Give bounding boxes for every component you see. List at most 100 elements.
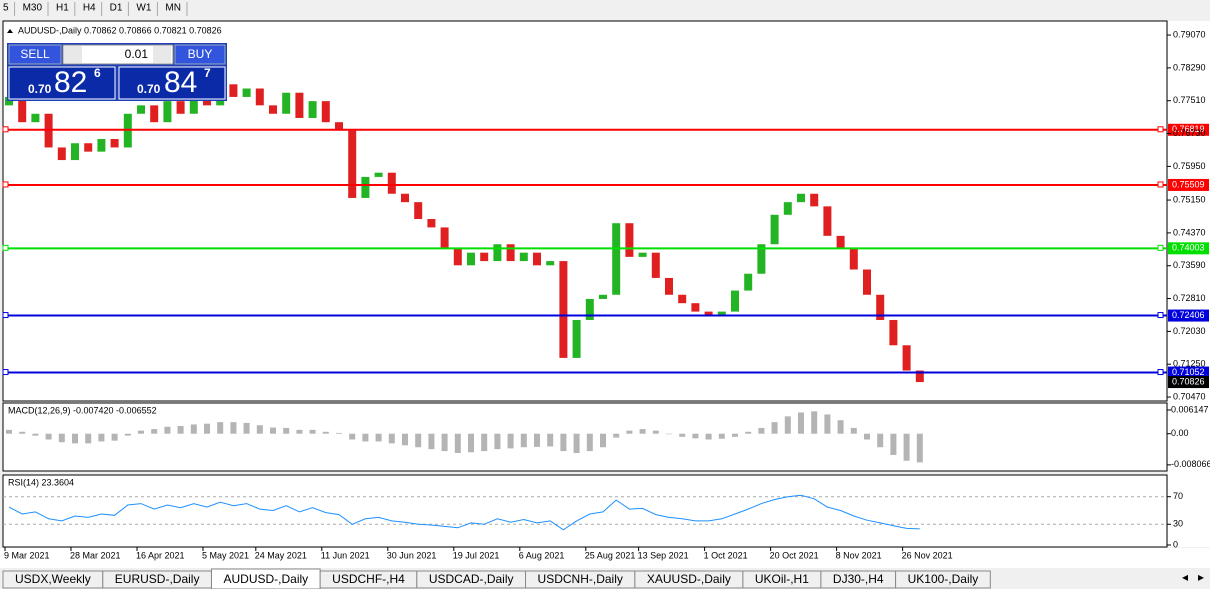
- candle: [387, 172, 396, 194]
- macd-bar: [705, 433, 712, 440]
- level-handle[interactable]: [1157, 126, 1164, 133]
- candle: [163, 101, 172, 123]
- sell-price[interactable]: [8, 66, 116, 100]
- y-tick-label: 0.72030: [1173, 326, 1206, 336]
- trade-panel: SELL 0.01 BUY 0.70 82 6 0.70 84 7: [7, 43, 227, 101]
- x-tick-label: 1 Oct 2021: [704, 550, 748, 560]
- buy-pips: 84: [164, 66, 197, 99]
- x-tick-label: 6 Aug 2021: [519, 550, 565, 560]
- lot-down[interactable]: [64, 46, 82, 63]
- macd-panel: [2, 402, 1168, 472]
- candle: [506, 244, 515, 262]
- candle: [255, 88, 264, 106]
- macd-bar: [204, 423, 210, 434]
- candle: [308, 101, 317, 118]
- tab-label: UKOil-,H1: [755, 572, 809, 586]
- current-price: 0.70826: [1172, 376, 1205, 386]
- candle: [110, 139, 119, 148]
- candle: [770, 214, 779, 245]
- tab-label: DJ30-,H4: [833, 572, 884, 586]
- buy-label: BUY: [188, 47, 213, 61]
- macd-bar: [520, 433, 527, 448]
- lot-input[interactable]: [62, 44, 174, 65]
- timeframe-button[interactable]: M30: [23, 3, 43, 14]
- level-handle[interactable]: [2, 369, 9, 376]
- y-tick-label: 0.76730: [1173, 128, 1206, 138]
- macd-bar: [58, 433, 65, 443]
- candle: [321, 101, 330, 123]
- macd-bar: [626, 430, 633, 434]
- time-axis: [0, 548, 1210, 568]
- buy-price[interactable]: [118, 66, 226, 100]
- candle: [137, 105, 145, 114]
- candle: [823, 206, 832, 236]
- y-tick-label: -0.008066: [1171, 459, 1210, 469]
- x-tick-label: 9 Mar 2021: [4, 550, 50, 560]
- macd-bar: [415, 433, 422, 448]
- lot-up[interactable]: [153, 46, 171, 63]
- level-handle[interactable]: [2, 181, 9, 188]
- tab[interactable]: [895, 570, 991, 589]
- macd-bar: [692, 433, 699, 439]
- macd-bar: [798, 412, 804, 434]
- candle: [889, 320, 898, 346]
- x-tick-label: 30 Jun 2021: [387, 550, 437, 560]
- macd-bar: [230, 422, 237, 434]
- macd-bar: [534, 433, 540, 447]
- y-tick-label: 0: [1173, 539, 1178, 549]
- macd-bar: [428, 433, 435, 450]
- macd-bar: [336, 432, 342, 434]
- timeframe-button[interactable]: MN: [165, 3, 181, 14]
- macd-bar: [784, 416, 791, 434]
- level-handle[interactable]: [1157, 244, 1164, 251]
- macd-bar: [349, 433, 356, 440]
- level-handle[interactable]: [1157, 312, 1164, 319]
- level-label: 0.74003: [1172, 243, 1205, 253]
- macd-bar: [124, 433, 131, 436]
- tab-label: XAUUSD-,Daily: [647, 572, 731, 586]
- x-tick-label: 13 Sep 2021: [638, 550, 689, 560]
- x-tick-label: 20 Oct 2021: [770, 550, 819, 560]
- candle: [189, 92, 198, 114]
- sell-button[interactable]: [8, 44, 62, 65]
- candle: [31, 113, 40, 123]
- timeframe-button[interactable]: H1: [56, 3, 69, 14]
- buy-button[interactable]: [174, 44, 226, 65]
- price-axis: [1168, 21, 1210, 547]
- candle: [533, 252, 541, 266]
- candle: [599, 294, 607, 299]
- macd-bar: [507, 433, 514, 449]
- timeframe-button[interactable]: H4: [83, 3, 96, 14]
- macd-bar: [679, 433, 686, 437]
- level-handle[interactable]: [1157, 369, 1164, 376]
- level-handle[interactable]: [2, 126, 9, 133]
- y-tick-label: 0.75150: [1173, 194, 1206, 204]
- candle: [348, 130, 357, 198]
- macd-bar: [98, 433, 105, 442]
- scroll-right[interactable]: ▸: [1198, 570, 1204, 584]
- candle: [57, 147, 66, 161]
- level-handle[interactable]: [2, 244, 9, 251]
- candle: [5, 96, 13, 106]
- sell-pips: 82: [54, 66, 87, 99]
- timeframe-button[interactable]: W1: [136, 3, 151, 14]
- candle: [612, 223, 621, 295]
- candle: [374, 172, 383, 177]
- level-handle[interactable]: [2, 312, 9, 319]
- sell-frac: 6: [94, 66, 101, 80]
- macd-bar: [771, 422, 778, 434]
- tab-label: UK100-,Daily: [908, 572, 979, 586]
- timeframe-button[interactable]: 5: [3, 3, 9, 14]
- candle: [651, 252, 660, 278]
- candle: [295, 92, 304, 118]
- macd-bar: [864, 433, 870, 440]
- macd-bar: [586, 433, 593, 452]
- level-handle[interactable]: [1157, 181, 1164, 188]
- scroll-left[interactable]: ◂: [1182, 570, 1188, 584]
- timeframe-button[interactable]: D1: [110, 3, 123, 14]
- candle: [625, 223, 634, 257]
- y-tick-label: 30: [1173, 519, 1183, 529]
- candle: [902, 345, 911, 371]
- tab-label: USDX,Weekly: [15, 572, 91, 586]
- macd-bar: [388, 433, 395, 444]
